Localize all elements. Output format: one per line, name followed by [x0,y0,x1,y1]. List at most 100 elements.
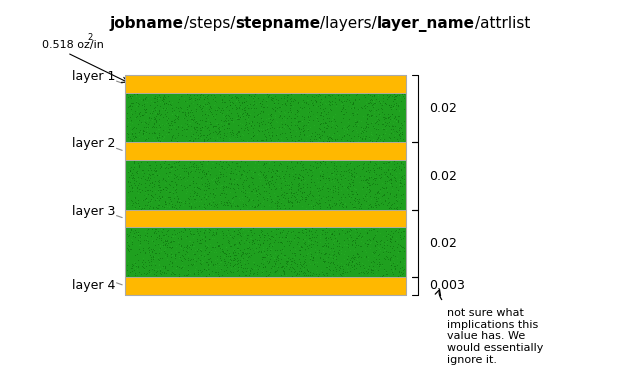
Point [276,108,286,114]
Point [300,255,310,261]
Point [319,165,329,171]
Point [332,227,342,233]
Point [161,286,172,292]
Point [362,257,372,263]
Point [391,118,401,124]
Point [269,258,279,264]
Point [256,286,266,292]
Point [293,171,303,177]
Point [147,227,157,232]
Point [378,278,388,284]
Point [138,97,148,103]
Point [262,285,273,291]
Point [186,203,196,209]
Point [252,277,262,283]
Point [152,280,162,286]
Point [295,179,305,185]
Point [186,187,196,193]
Point [131,199,141,205]
Point [299,114,309,120]
Point [129,290,140,296]
Point [338,280,348,285]
Point [148,280,159,286]
Point [135,204,145,210]
Point [164,98,174,104]
Point [367,175,378,180]
Point [258,269,268,275]
Point [202,93,212,99]
Point [348,255,358,261]
Point [225,241,236,247]
Point [293,287,303,293]
Point [264,184,275,190]
Point [154,267,164,273]
Point [219,113,229,119]
Point [351,195,362,201]
Point [339,287,349,292]
Point [210,258,220,264]
Point [170,234,180,239]
Point [362,100,372,105]
Point [183,123,193,129]
Point [368,277,378,283]
Point [339,133,349,139]
Point [324,227,334,233]
Point [333,191,343,197]
Point [386,280,396,285]
Point [155,138,165,144]
Point [362,121,372,127]
Point [195,247,205,253]
Point [266,129,276,135]
Point [161,287,172,293]
Point [272,131,282,137]
Point [162,251,172,257]
Point [367,281,377,287]
Point [276,240,287,246]
Point [317,286,327,292]
Point [340,194,350,199]
Point [130,115,140,121]
Point [306,244,316,250]
Point [397,271,407,277]
Point [191,192,201,198]
Point [200,227,210,233]
Point [360,281,370,287]
Point [297,100,307,105]
Point [166,271,176,277]
Point [191,281,202,287]
Point [275,247,285,253]
Point [313,277,323,283]
Point [225,243,235,249]
Point [385,119,395,125]
Point [157,163,168,169]
Point [140,205,150,211]
Point [362,230,372,236]
Point [289,127,299,132]
Point [177,265,187,270]
Point [384,119,394,125]
Point [365,290,376,295]
Point [228,93,239,99]
Point [180,112,190,118]
Point [394,182,404,188]
Point [257,277,268,283]
Point [343,123,353,129]
Point [161,237,171,243]
Point [141,109,152,115]
Point [190,256,200,262]
Point [272,125,282,131]
Point [396,287,406,293]
Point [281,277,291,283]
Point [332,243,342,249]
Point [326,267,336,273]
Point [248,93,259,99]
Point [335,137,346,142]
Point [383,285,393,291]
Point [189,289,200,295]
Point [207,289,218,295]
Point [302,251,312,257]
Point [157,175,168,181]
Point [294,247,304,253]
Point [254,266,264,272]
Point [202,120,212,126]
